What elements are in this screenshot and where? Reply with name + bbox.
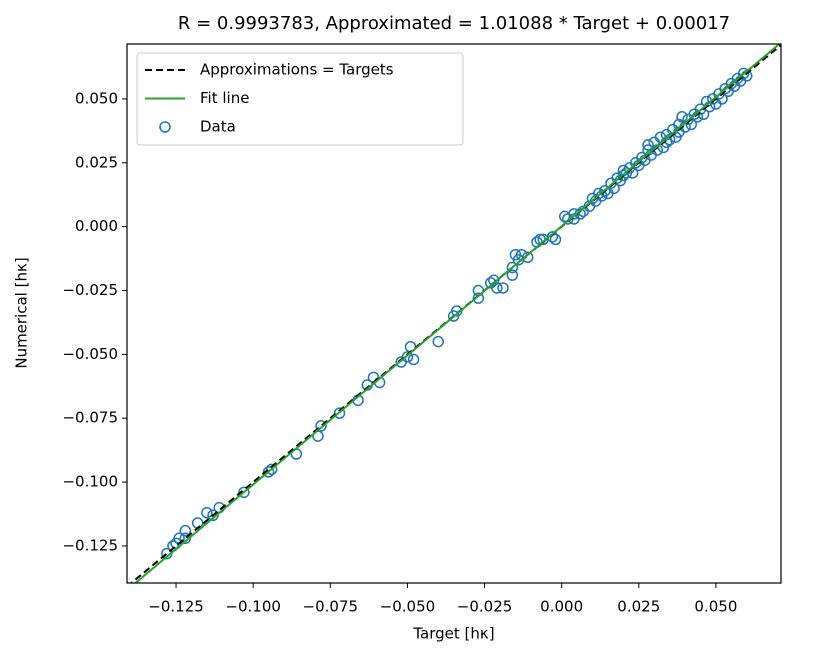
legend-label: Data	[200, 118, 236, 136]
x-tick-label: −0.025	[457, 598, 513, 616]
plot-area	[129, 44, 781, 583]
chart-title: R = 0.9993783, Approximated = 1.01088 * …	[178, 13, 730, 34]
data-point	[497, 282, 509, 294]
y-tick-label: −0.025	[62, 281, 118, 299]
data-point	[262, 466, 275, 478]
data-point	[737, 67, 750, 80]
data-point	[207, 509, 219, 522]
y-tick-label: 0.050	[75, 89, 118, 107]
y-tick-label: −0.075	[62, 409, 118, 427]
data-point	[201, 507, 213, 519]
series-line	[133, 44, 781, 583]
x-axis-label: Target [hκ]	[412, 625, 494, 643]
data-point	[191, 517, 204, 529]
data-point	[432, 335, 445, 348]
y-tick-label: 0.025	[75, 153, 118, 171]
data-point	[611, 172, 623, 184]
x-tick-label: −0.050	[380, 598, 436, 616]
data-point	[491, 282, 503, 294]
data-point	[642, 139, 654, 151]
legend-label: Fit line	[200, 89, 249, 107]
legend-marker	[159, 121, 171, 133]
data-point	[238, 486, 250, 499]
data-point	[315, 420, 327, 432]
data-point	[472, 292, 485, 304]
legend-box	[136, 52, 464, 146]
data-point	[401, 351, 414, 363]
data-point	[549, 233, 562, 246]
data-point	[676, 111, 688, 123]
data-point	[265, 463, 278, 476]
data-point	[506, 269, 519, 281]
data-point	[506, 261, 519, 274]
data-point	[179, 524, 192, 537]
plot-frame	[126, 43, 782, 584]
data-point	[488, 274, 500, 287]
x-tick-label: 0.025	[617, 598, 660, 616]
x-tick-label: 0.050	[694, 598, 737, 616]
y-tick-label: 0.000	[75, 217, 118, 235]
y-tick-label: −0.125	[62, 536, 118, 554]
y-axis-label: Numerical [hκ]	[13, 257, 31, 368]
data-point	[407, 353, 420, 366]
y-tick-label: −0.100	[62, 473, 118, 491]
data-point	[521, 251, 534, 264]
x-tick-label: 0.000	[540, 598, 583, 616]
x-tick-label: −0.125	[148, 598, 204, 616]
x-tick-label: −0.075	[303, 598, 359, 616]
y-tick-label: −0.050	[62, 345, 118, 363]
data-point	[333, 407, 346, 419]
legend-label: Approximations = Targets	[200, 61, 394, 79]
x-tick-label: −0.100	[225, 598, 281, 616]
data-point	[531, 236, 543, 248]
